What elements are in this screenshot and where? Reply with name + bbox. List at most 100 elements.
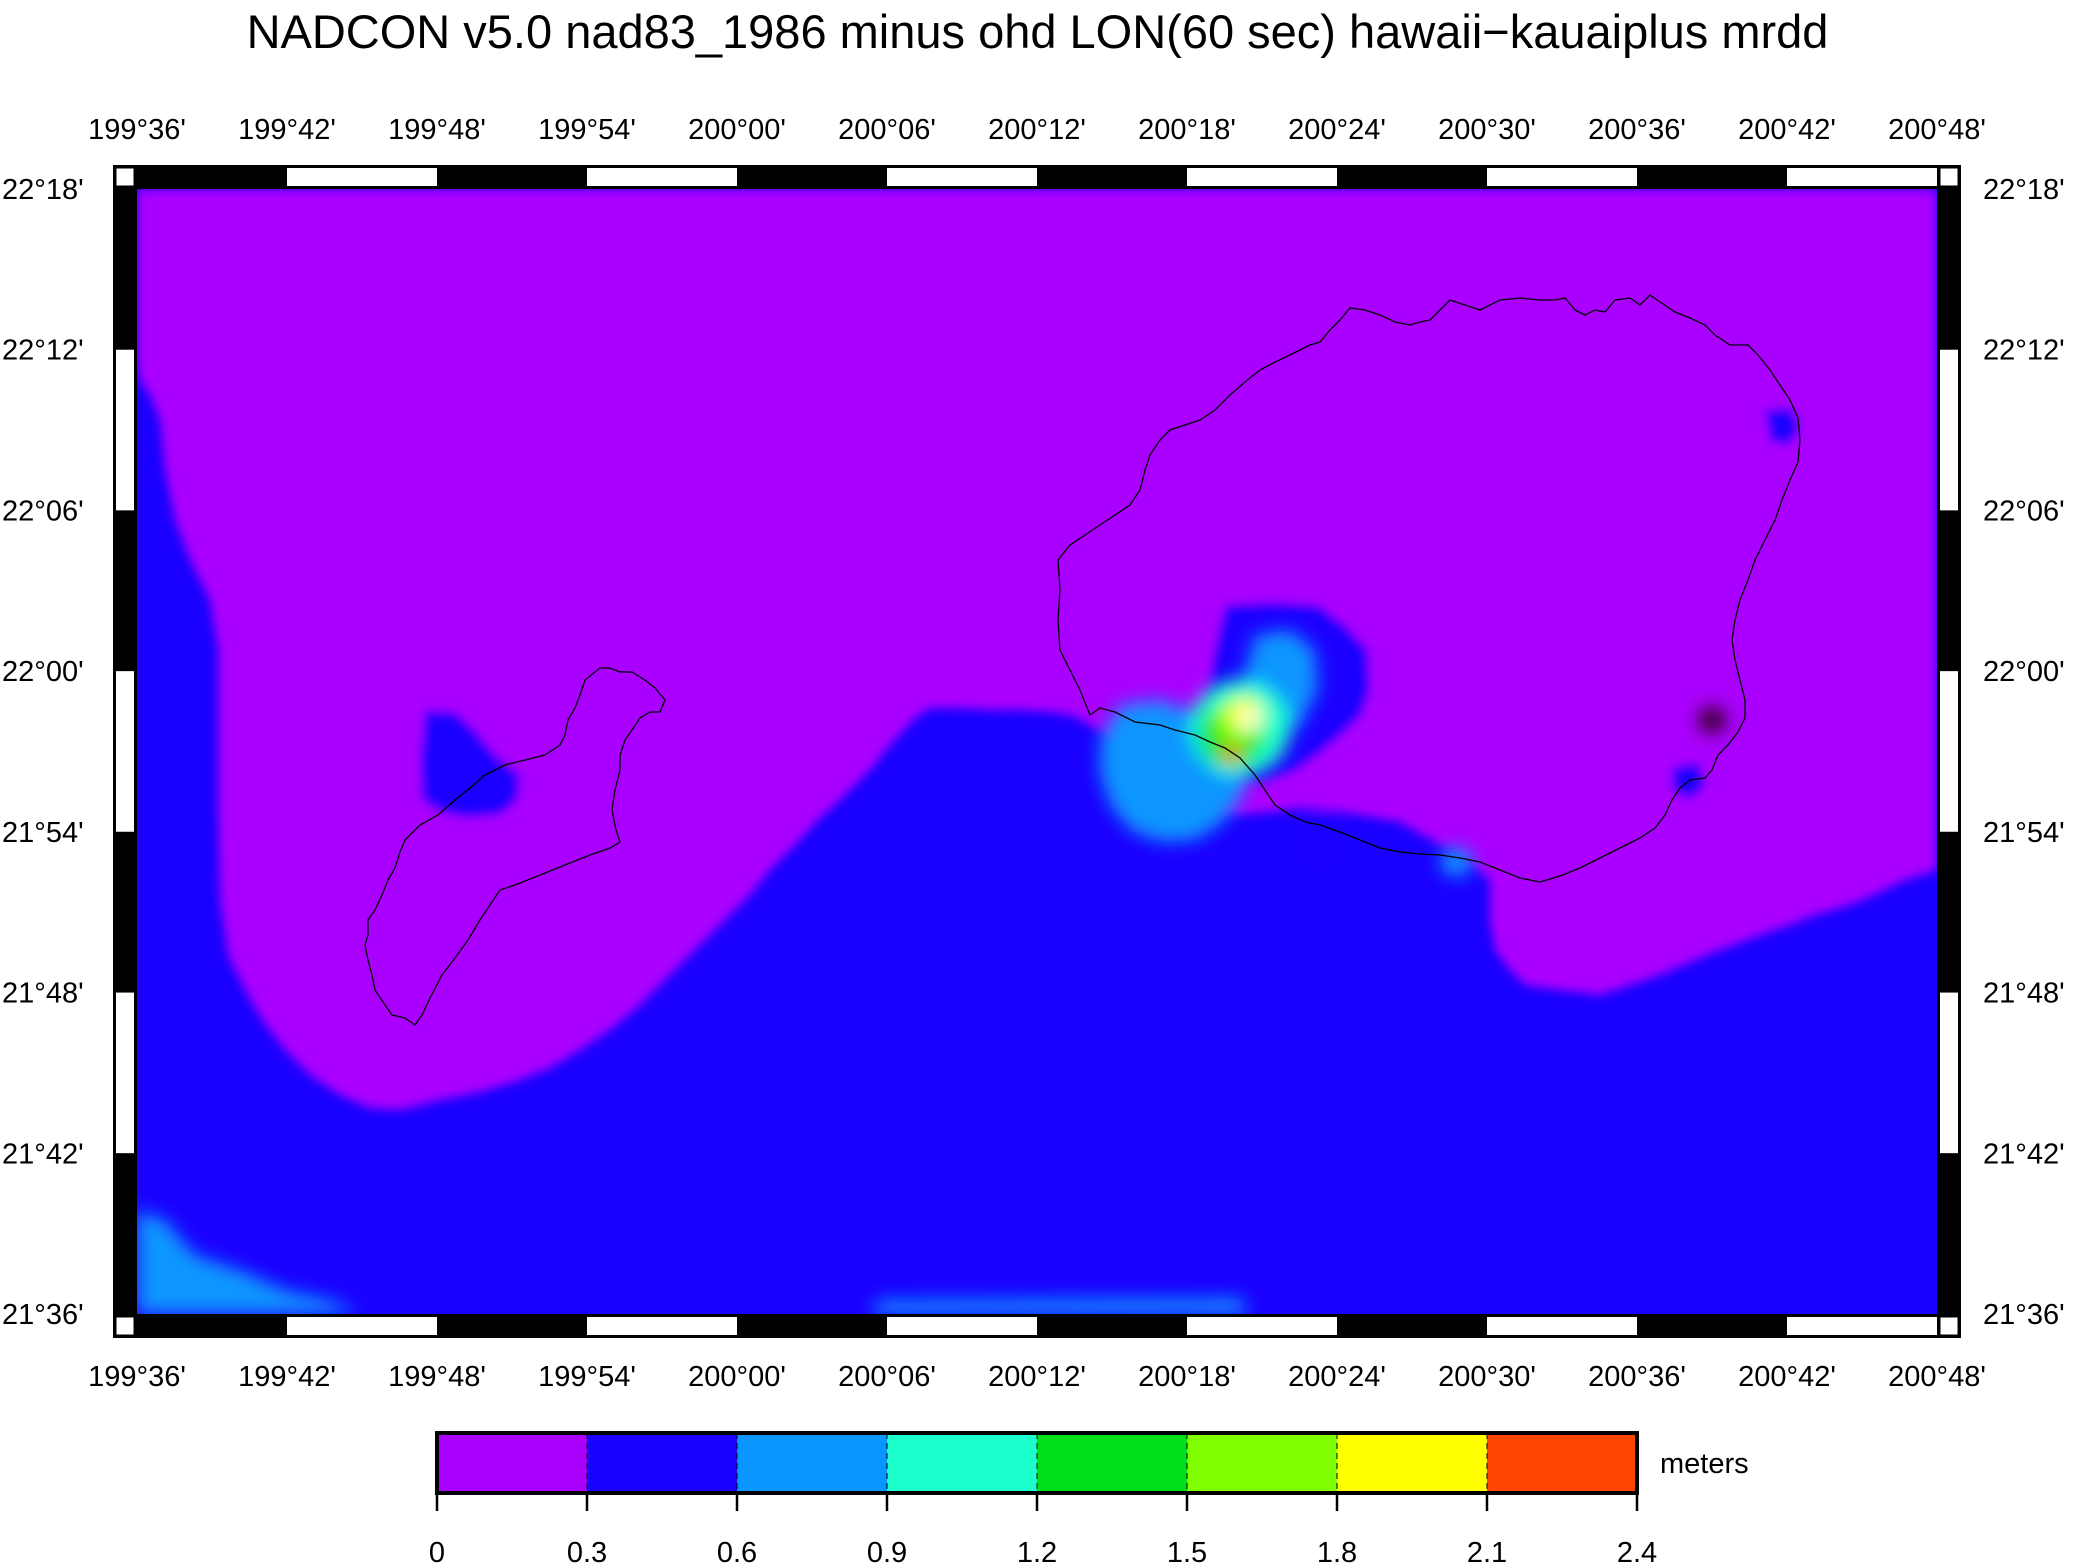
latitude-tick-label: 21°36' [1983,1299,2065,1331]
colorbar-tick-label: 0 [429,1537,445,1565]
colorbar-swatch [887,1433,1037,1493]
offset-blob-blue-east-1 [1765,408,1800,445]
offset-field-magenta [137,189,1937,1110]
frame-segment-left [116,831,134,993]
longitude-ticks-top: 199°36' 199°42' 199°48' 199°54' 200°00' 200°0… [88,114,1986,146]
colorbar-tick-label: 2.1 [1467,1537,1507,1565]
frame-segment-bottom [1187,1317,1337,1335]
longitude-tick-label: 199°48' [388,114,486,146]
offset-hotspot-orange [1223,747,1241,763]
colorbar-swatch [437,1433,587,1493]
latitude-tick-label: 21°48' [2,978,84,1010]
longitude-tick-label: 199°36' [88,1361,186,1393]
colorbar-swatch [1187,1433,1337,1493]
longitude-tick-label: 200°24' [1288,114,1386,146]
colorbar-swatch [1487,1433,1637,1493]
latitude-ticks-left: 22°18' 22°12' 22°06' 22°00' 21°54' 21°48' 21°4… [2,174,84,1331]
longitude-tick-label: 200°36' [1588,114,1686,146]
offset-hotspot-peak [1239,708,1261,732]
frame-segment-bottom [1787,1317,1937,1335]
frame-segment-top [587,168,737,186]
longitude-tick-label: 200°42' [1738,114,1836,146]
longitude-tick-label: 199°48' [388,1361,486,1393]
latitude-ticks-right: 22°18' 22°12' 22°06' 22°00' 21°54' 21°48' 21°4… [1983,174,2065,1331]
longitude-tick-label: 200°24' [1288,1361,1386,1393]
colorbar-swatch [737,1433,887,1493]
frame-corner [115,1316,135,1336]
offset-blob-lightblue-southwest [137,1210,360,1314]
colorbar-unit-label: meters [1660,1448,1749,1480]
frame-segment-bottom [1337,1317,1487,1335]
frame-segment-bottom [1637,1317,1787,1335]
colorbar-swatch [1337,1433,1487,1493]
colorbar-swatch [587,1433,737,1493]
frame-segment-top [287,168,437,186]
frame-segment-left [116,992,134,1154]
longitude-tick-label: 200°18' [1138,1361,1236,1393]
frame-segment-right [1940,189,1958,350]
offset-blob-lightblue-south [870,1298,1250,1314]
coastline-kauai [1057,294,1801,883]
map-plot-area [137,189,1937,1314]
colorbar-tick-label: 1.8 [1317,1537,1357,1565]
map-title: NADCON v5.0 nad83_1986 minus ohd LON(60 … [246,5,1829,58]
latitude-tick-label: 22°00' [2,656,84,688]
frame-segment-bottom [1487,1317,1637,1335]
longitude-tick-label: 200°06' [838,1361,936,1393]
colorbar-tick-label: 1.2 [1017,1537,1057,1565]
colorbar-tick-label: 2.4 [1617,1537,1657,1565]
frame-segment-top [1637,168,1787,186]
frame-segment-top [437,168,587,186]
frame-segment-right [1940,992,1958,1154]
frame-segment-bottom [587,1317,737,1335]
frame-segment-left [116,189,134,350]
frame-segment-left [116,1153,134,1314]
longitude-tick-label: 200°12' [988,114,1086,146]
frame-corner [1939,167,1959,187]
longitude-tick-label: 200°48' [1888,1361,1986,1393]
frame-segment-bottom [1037,1317,1187,1335]
longitude-tick-label: 200°00' [688,114,786,146]
frame-segment-top [1037,168,1187,186]
frame-corner [115,167,135,187]
latitude-tick-label: 21°36' [2,1299,84,1331]
latitude-tick-label: 21°54' [2,817,84,849]
longitude-tick-label: 200°30' [1438,1361,1536,1393]
latitude-tick-label: 21°42' [1983,1138,2065,1170]
frame-segment-bottom [137,1317,287,1335]
frame-segment-left [116,671,134,832]
latitude-tick-label: 22°18' [2,174,84,206]
colorbar-tick-label: 0.3 [567,1537,607,1565]
longitude-tick-label: 200°36' [1588,1361,1686,1393]
longitude-tick-label: 200°48' [1888,114,1986,146]
latitude-tick-label: 21°48' [1983,978,2065,1010]
colorbar-swatch [1037,1433,1187,1493]
frame-segment-top [1487,168,1637,186]
latitude-tick-label: 22°06' [2,495,84,527]
latitude-tick-label: 22°18' [1983,174,2065,206]
offset-blob-blue-west [420,710,520,818]
longitude-ticks-bottom: 199°36' 199°42' 199°48' 199°54' 200°00' 200°0… [88,1361,1986,1393]
longitude-tick-label: 199°42' [238,1361,336,1393]
offset-dark-spot [1698,707,1726,733]
frame-segment-right [1940,1153,1958,1314]
latitude-tick-label: 22°12' [2,335,84,367]
frame-segment-top [1787,168,1937,186]
colorbar-tick-label: 0.6 [717,1537,757,1565]
frame-segment-right [1940,349,1958,511]
latitude-tick-label: 22°06' [1983,495,2065,527]
map-frame-segments [115,167,1959,1336]
frame-segment-top [737,168,887,186]
longitude-tick-label: 200°00' [688,1361,786,1393]
latitude-tick-label: 22°12' [1983,335,2065,367]
coastline-niihau [364,667,666,1026]
longitude-tick-label: 200°12' [988,1361,1086,1393]
frame-segment-right [1940,831,1958,993]
longitude-tick-label: 199°54' [538,114,636,146]
offset-blob-blue-coast [1290,812,1350,870]
frame-segment-top [1337,168,1487,186]
frame-segment-top [1187,168,1337,186]
longitude-tick-label: 199°42' [238,114,336,146]
frame-segment-top [137,168,287,186]
